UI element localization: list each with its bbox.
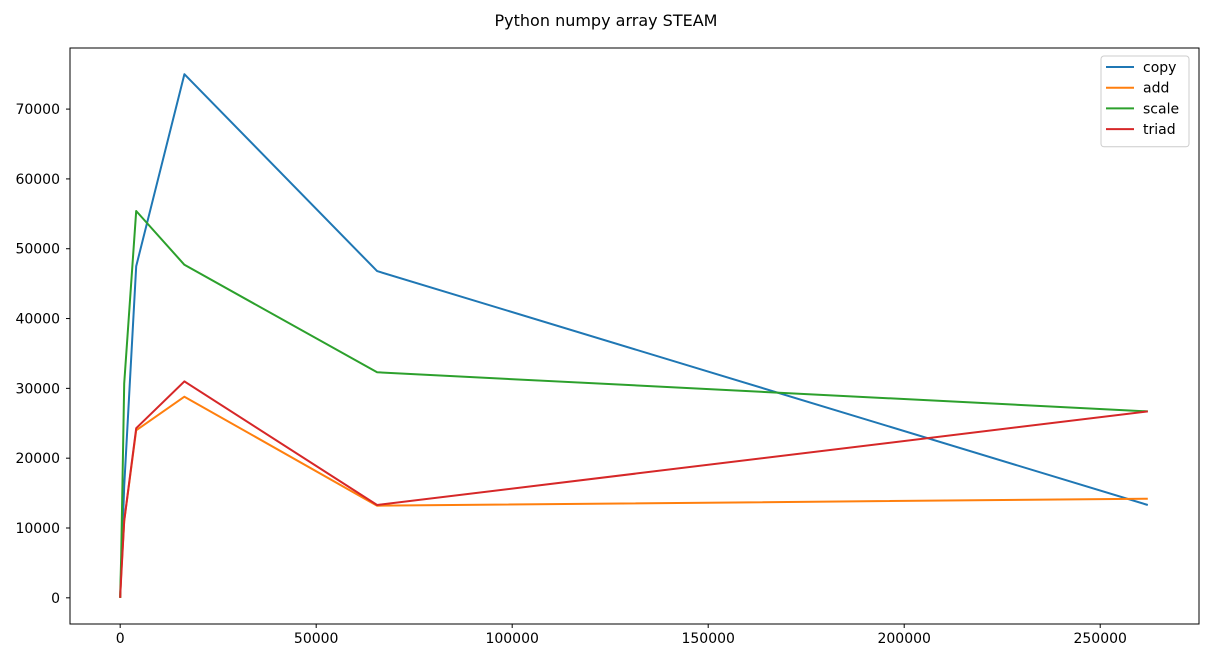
x-tick-label: 0: [116, 631, 125, 647]
series-line-scale: [119, 210, 1148, 598]
series-line-copy: [119, 73, 1149, 598]
series-line-add: [119, 395, 1148, 598]
series-line-triad: [119, 380, 1148, 598]
x-tick-label: 150000: [681, 631, 734, 647]
x-tick-label: 100000: [485, 631, 538, 647]
x-tick-label: 250000: [1073, 631, 1126, 647]
legend-label-add: add: [1143, 81, 1169, 97]
y-tick-label: 0: [51, 591, 60, 607]
series-lines: [119, 73, 1149, 598]
legend: copy add scale triad: [1100, 55, 1190, 148]
x-tick-label: 50000: [294, 631, 339, 647]
y-tick-label: 70000: [15, 102, 60, 118]
legend-label-copy: copy: [1143, 60, 1176, 76]
plot-area: [69, 47, 1200, 625]
y-tick-label: 50000: [15, 242, 60, 258]
y-tick-label: 30000: [15, 381, 60, 397]
legend-label-scale: scale: [1143, 101, 1179, 117]
legend-box: [1100, 55, 1190, 148]
chart-title: Python numpy array STEAM: [495, 11, 718, 30]
legend-label-triad: triad: [1143, 122, 1176, 138]
y-tick-label: 60000: [15, 172, 60, 188]
y-axis: 0 10000 20000 30000 40000 50000 60000 70000: [15, 102, 70, 607]
x-axis: 0 50000 100000 150000 200000 250000: [116, 624, 1127, 647]
y-tick-label: 10000: [15, 521, 60, 537]
y-tick-label: 40000: [15, 312, 60, 328]
y-tick-label: 20000: [15, 451, 60, 467]
x-tick-label: 200000: [877, 631, 930, 647]
